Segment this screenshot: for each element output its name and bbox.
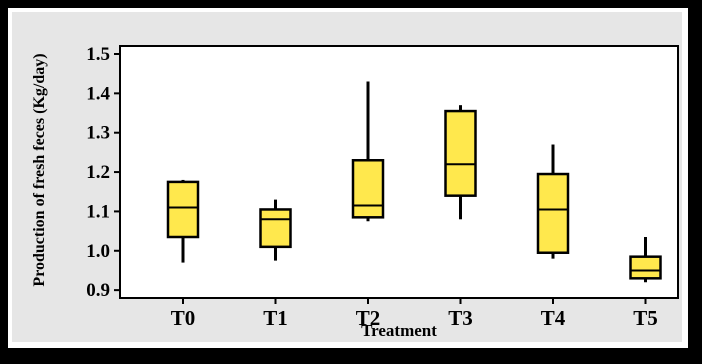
x-tick-label: T4 bbox=[541, 306, 566, 330]
x-tick-label: T5 bbox=[633, 306, 658, 330]
y-axis-ticks: 0.9 1.0 1.1 1.2 1.3 1.4 1.5 bbox=[86, 44, 120, 301]
y-axis-title: Production of fresh feces (Kg/day) bbox=[31, 53, 48, 286]
x-tick-label: T0 bbox=[171, 306, 196, 330]
box-t5 bbox=[629, 255, 662, 280]
x-axis-ticks: T0 T1 T2 T3 T4 T5 bbox=[171, 298, 658, 330]
y-tick-label: 1.5 bbox=[86, 44, 110, 65]
box-t2 bbox=[351, 159, 385, 219]
y-tick-label: 1.1 bbox=[86, 201, 110, 222]
box-t3 bbox=[444, 109, 477, 197]
y-tick-label: 1.2 bbox=[86, 162, 110, 183]
box-t0 bbox=[166, 180, 200, 239]
y-tick-label: 1.0 bbox=[86, 241, 110, 262]
boxes-group bbox=[166, 81, 662, 283]
x-tick-label: T3 bbox=[448, 306, 473, 330]
plot-area bbox=[119, 45, 679, 299]
x-tick-label: T2 bbox=[356, 306, 381, 330]
boxplot-chart: 0.9 1.0 1.1 1.2 1.3 1.4 1.5 T0 T1 T2 T3 T4 T5 Treat… bbox=[31, 44, 679, 340]
x-tick-label: T1 bbox=[263, 306, 288, 330]
box-t1 bbox=[259, 208, 292, 249]
y-tick-label: 0.9 bbox=[86, 280, 110, 301]
y-tick-label: 1.4 bbox=[86, 83, 110, 104]
x-axis-title: Treatment bbox=[361, 321, 437, 340]
chart-area: 0.9 1.0 1.1 1.2 1.3 1.4 1.5 T0 T1 T2 T3 T4 T5 Treat… bbox=[12, 12, 682, 342]
y-tick-label: 1.3 bbox=[86, 123, 110, 144]
box-t4 bbox=[536, 172, 570, 254]
